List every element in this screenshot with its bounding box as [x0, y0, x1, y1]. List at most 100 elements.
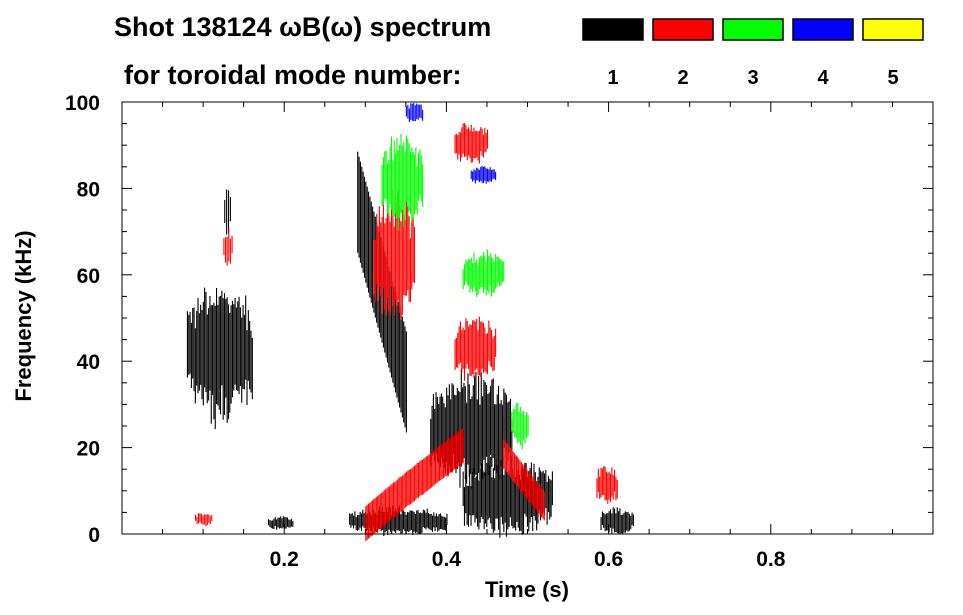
- mode-1-stripe: [473, 467, 475, 516]
- mode-4-stripe: [486, 168, 489, 182]
- mode-1-stripe: [458, 390, 460, 463]
- y-tick-label: 80: [77, 178, 100, 201]
- mode-1-stripe: [349, 513, 351, 525]
- mode-2-stripe: [484, 128, 486, 153]
- mode-1-stripe: [391, 514, 393, 534]
- mode-1-stripe: [233, 304, 235, 391]
- mode-4-stripe: [485, 168, 487, 184]
- mode-2-stripe: [465, 124, 467, 157]
- mode-2-stripe: [542, 489, 544, 519]
- mode-3-stripe: [492, 258, 494, 293]
- mode-2-stripe: [448, 438, 450, 474]
- mode-2-stripe: [208, 514, 210, 523]
- mode-3-stripe: [501, 261, 503, 283]
- mode-1-stripe: [273, 518, 275, 530]
- mode-1-stripe: [221, 290, 223, 386]
- mode-1-stripe: [399, 306, 401, 408]
- mode-1-stripe: [503, 388, 505, 448]
- mode-2-stripe: [386, 206, 389, 299]
- mode-1-stripe: [382, 246, 384, 348]
- mode-1-stripe: [237, 301, 239, 391]
- legend-swatch-n1: [582, 18, 644, 41]
- mode-1-stripe: [545, 469, 547, 509]
- mode-1-stripe: [475, 372, 477, 475]
- mode-4-stripe: [493, 169, 495, 179]
- mode-2-stripe: [486, 333, 489, 375]
- mode-1-stripe: [361, 166, 363, 268]
- mode-1-stripe: [507, 402, 509, 461]
- mode-2-stripe: [462, 428, 464, 464]
- mode-1-stripe: [431, 405, 433, 456]
- mode-1-stripe: [194, 328, 196, 404]
- mode-2-stripe: [492, 338, 494, 372]
- mode-2-stripe: [446, 440, 448, 476]
- mode-1-stripe: [201, 309, 203, 400]
- mode-2-stripe: [519, 460, 521, 490]
- mode-1-stripe: [399, 505, 401, 531]
- mode-2-feature: [373, 189, 416, 321]
- mode-3-stripe: [469, 259, 471, 293]
- mode-2-stripe: [477, 131, 479, 161]
- mode-2-stripe: [369, 502, 371, 538]
- mode-2-stripe: [408, 216, 410, 302]
- mode-2-stripe: [401, 209, 403, 316]
- mode-2-stripe: [485, 334, 487, 373]
- mode-1-stripe: [368, 191, 370, 293]
- mode-1-stripe: [483, 379, 485, 460]
- mode-1-stripe: [276, 519, 278, 530]
- mode-1-stripe: [442, 396, 444, 463]
- mode-2-stripe: [407, 206, 409, 291]
- mode-1-stripe: [434, 516, 436, 532]
- mode-1-stripe: [418, 513, 420, 535]
- mode-2-stripe: [504, 441, 506, 471]
- mode-1-stripe: [250, 330, 252, 393]
- y-tick-label: 60: [77, 265, 100, 288]
- x-tick-label: 0.4: [432, 548, 462, 571]
- mode-1-stripe: [245, 295, 247, 380]
- mode-3-stripe: [413, 154, 416, 215]
- mode-3-stripe: [489, 253, 491, 286]
- legend-label-n3: 3: [747, 67, 758, 89]
- mode-1-stripe: [488, 465, 490, 518]
- mode-1-stripe: [547, 475, 549, 513]
- mode-3-stripe: [524, 415, 526, 444]
- mode-2-stripe: [365, 506, 367, 542]
- mode-2-feature: [454, 123, 489, 164]
- mode-1-stripe: [369, 196, 371, 298]
- mode-1-stripe: [486, 384, 488, 457]
- mode-2-stripe: [445, 441, 447, 477]
- mode-1-stripe: [433, 512, 435, 528]
- mode-1-stripe: [614, 508, 616, 533]
- mode-1-stripe: [425, 512, 427, 530]
- mode-3-feature: [462, 249, 505, 297]
- mode-2-stripe: [378, 206, 380, 288]
- mode-2-stripe: [373, 239, 375, 295]
- mode-2-stripe: [436, 448, 438, 484]
- mode-2-stripe: [524, 467, 526, 497]
- mode-2-stripe: [441, 444, 443, 480]
- mode-2-stripe: [468, 326, 470, 370]
- mode-3-stripe: [419, 149, 421, 196]
- legend-swatch-n5: [862, 18, 924, 41]
- mode-3-stripe: [503, 261, 505, 281]
- mode-2-stripe: [442, 443, 444, 479]
- mode-2-stripe: [478, 316, 480, 376]
- mode-3-stripe: [408, 143, 410, 212]
- mode-2-stripe: [611, 467, 613, 497]
- mode-2-stripe: [535, 480, 537, 511]
- mode-1-stripe: [600, 517, 602, 531]
- mode-2-stripe: [463, 329, 466, 381]
- mode-1-stripe: [630, 515, 632, 530]
- mode-1-stripe: [484, 382, 486, 476]
- mode-3-stripe: [386, 163, 389, 214]
- mode-3-stripe: [395, 153, 397, 215]
- mode-2-stripe: [495, 328, 497, 357]
- mode-1-stripe: [532, 480, 534, 532]
- mode-3-stripe: [495, 254, 497, 289]
- mode-1-stripe: [462, 387, 464, 463]
- mode-2-stripe: [461, 429, 463, 465]
- mode-1-feature: [600, 507, 635, 534]
- mode-1-stripe: [404, 326, 406, 428]
- mode-1-stripe: [498, 461, 500, 530]
- mode-2-stripe: [609, 473, 612, 503]
